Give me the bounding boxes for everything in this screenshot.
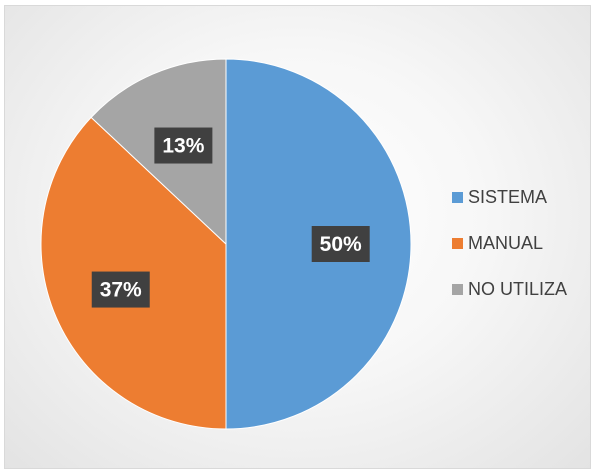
legend-swatch-manual: [452, 237, 463, 249]
data-label: 13%: [162, 135, 204, 158]
data-label-box: [91, 271, 150, 308]
legend-item-no-utiliza: NO UTILIZA: [452, 278, 567, 300]
data-label-box: [311, 226, 370, 262]
data-label: 37%: [100, 279, 142, 302]
legend-swatch-no-utiliza: [452, 283, 463, 295]
legend-item-sistema: SISTEMA: [452, 186, 567, 208]
legend-label-manual: MANUAL: [468, 232, 544, 253]
legend-swatch-sistema: [452, 191, 463, 203]
legend-label-no-utiliza: NO UTILIZA: [468, 278, 568, 299]
data-label-box: [154, 127, 213, 164]
legend-label-sistema: SISTEMA: [468, 186, 548, 207]
data-label: 50%: [320, 233, 362, 256]
legend: SISTEMA MANUAL NO UTILIZA: [452, 186, 567, 324]
legend-item-manual: MANUAL: [452, 232, 567, 254]
